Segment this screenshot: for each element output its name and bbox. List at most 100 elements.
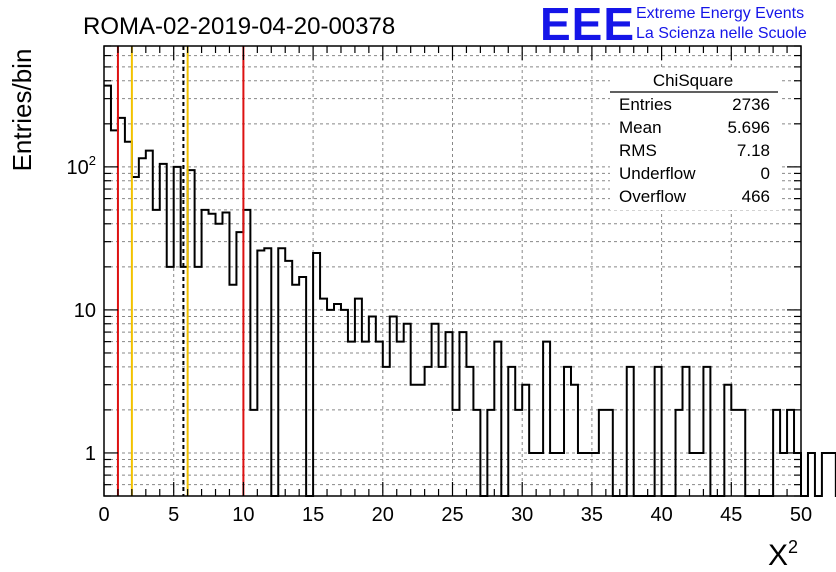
histogram-bin <box>466 367 473 496</box>
stats-title: ChiSquare <box>653 71 733 90</box>
histogram-bin <box>299 277 306 496</box>
histogram-bin <box>473 410 480 496</box>
histogram-bin <box>404 324 411 496</box>
histogram-bin <box>348 342 355 496</box>
histogram-bin <box>432 324 439 496</box>
histogram-bin <box>627 367 634 496</box>
histogram-bin <box>118 118 125 496</box>
histogram-bin <box>174 167 181 496</box>
plot-frame <box>103 45 802 497</box>
histogram-bin <box>696 453 703 496</box>
histogram-bin <box>439 367 446 496</box>
histogram-bin <box>536 453 543 496</box>
histogram-bin <box>578 453 585 496</box>
x-tick-label: 30 <box>511 504 533 526</box>
histogram-bin <box>585 453 592 496</box>
histogram-bin <box>599 410 606 496</box>
histogram-bin <box>529 453 536 496</box>
histogram-bin <box>153 210 160 496</box>
stats-box-background <box>610 70 780 210</box>
histogram-bin <box>250 410 257 496</box>
stats-value: 2736 <box>732 95 770 114</box>
histogram-bin <box>446 332 453 496</box>
y-tick-label: 1 <box>85 443 96 465</box>
histogram-bin <box>655 367 662 496</box>
histogram-bin <box>397 342 404 496</box>
histogram-bin <box>453 410 460 496</box>
logo-line-2: La Scienza nelle Scuole <box>636 25 807 42</box>
y-tick-labels: 1 10 102 <box>67 153 96 465</box>
histogram-bin <box>139 158 146 496</box>
reference-lines <box>116 46 245 496</box>
histogram-bin <box>703 367 710 496</box>
histogram-bin <box>738 410 745 496</box>
histogram-bin <box>564 367 571 496</box>
histogram-bin <box>278 248 285 496</box>
histogram-bin <box>369 316 376 496</box>
histogram-bin <box>334 304 341 496</box>
histogram-bin <box>362 342 369 496</box>
histogram-bin <box>236 232 243 496</box>
stats-label: RMS <box>619 141 657 160</box>
y-tick-label: 10 <box>74 300 96 322</box>
histogram-bin <box>341 310 348 496</box>
histogram-bin <box>390 316 397 496</box>
histogram-bin <box>606 410 613 496</box>
histogram-bin <box>494 342 501 496</box>
histogram-bin <box>592 453 599 496</box>
eee-logo: EEE Extreme Energy Events La Scienza nel… <box>540 0 807 50</box>
logo-mark: EEE <box>540 0 635 50</box>
histogram-bin <box>557 453 564 496</box>
histogram-bin <box>571 385 578 496</box>
chart-title: ROMA-02-2019-04-20-00378 <box>83 13 395 40</box>
histogram-bin <box>808 453 815 496</box>
histogram-bin <box>550 453 557 496</box>
histogram-bin <box>829 453 836 496</box>
histogram-bin <box>167 267 174 496</box>
histogram-bin <box>822 453 829 496</box>
x-tick-labels: 0 5 10 15 20 25 30 35 40 45 50 <box>98 504 812 526</box>
histogram-bin <box>285 261 292 496</box>
histogram-bin <box>125 142 132 496</box>
stats-value: 7.18 <box>737 141 770 160</box>
x-tick-label: 50 <box>790 504 812 526</box>
histogram-bin <box>202 210 209 496</box>
histogram-bin <box>543 342 550 496</box>
stats-label: Entries <box>619 95 672 114</box>
histogram-bin <box>383 367 390 496</box>
stats-value: 466 <box>742 187 770 206</box>
histogram-bin <box>111 130 118 496</box>
histogram-bin <box>689 453 696 496</box>
x-tick-label: 40 <box>650 504 672 526</box>
stats-label: Overflow <box>619 187 687 206</box>
histogram-bin <box>487 410 494 496</box>
histogram-bin <box>243 210 250 496</box>
histogram-bin <box>229 285 236 496</box>
stats-value: 5.696 <box>727 118 770 137</box>
histogram-bin <box>104 86 111 496</box>
logo-line-1: Extreme Energy Events <box>636 5 804 22</box>
histogram-bin <box>376 342 383 496</box>
histogram-bin <box>313 253 320 496</box>
y-axis-label: Entries/bin <box>7 49 37 172</box>
x-tick-label: 20 <box>372 504 394 526</box>
histogram-bin <box>292 285 299 496</box>
histogram-bin <box>508 367 515 496</box>
x-tick-label: 15 <box>302 504 324 526</box>
histogram-bin <box>459 332 466 496</box>
histogram-bin <box>188 170 195 496</box>
histogram-bin <box>780 453 787 496</box>
x-tick-label: 0 <box>98 504 109 526</box>
histogram-bin <box>195 267 202 496</box>
histogram-bin <box>160 164 167 496</box>
histogram-bin <box>724 385 731 496</box>
stats-box: ChiSquare Entries 2736 Mean 5.696 RMS 7.18 Und… <box>610 70 780 210</box>
histogram-bin <box>320 299 327 496</box>
histogram-bin <box>683 367 690 496</box>
histogram-bin <box>209 214 216 496</box>
x-tick-label: 25 <box>441 504 463 526</box>
histogram-bin <box>418 385 425 496</box>
histogram-bin <box>522 385 529 496</box>
stats-label: Mean <box>619 118 662 137</box>
